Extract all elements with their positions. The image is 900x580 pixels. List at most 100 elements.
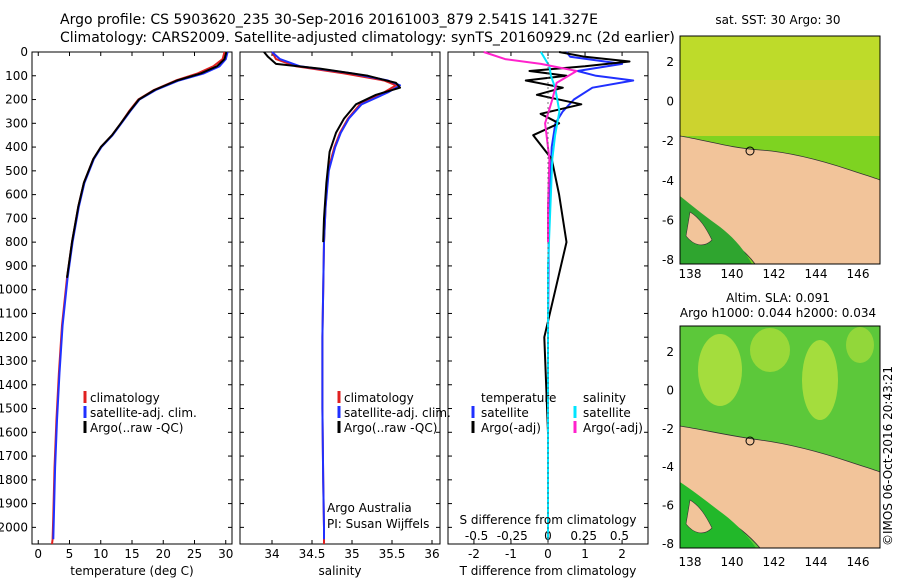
sla-map-frame [679, 325, 881, 549]
depth-tick-label: 1900 [0, 497, 28, 511]
map-y-tick-label: 0 [666, 383, 674, 397]
sla-map-title-2: Argo h1000: 0.044 h2000: 0.034 [680, 306, 876, 320]
x-axes: 0 5 10 15 20 25 30 34 34.5 35 35.5 36 -2 -1 0 1 2 -0.5 -0.… [34, 52, 629, 561]
argo-location-marker [745, 146, 755, 156]
map-x-tick-label: 146 [847, 267, 870, 281]
x-tick-label: 2 [618, 547, 626, 561]
depth-tick-label: 200 [5, 93, 28, 107]
x-tick-label: 1 [581, 547, 589, 561]
profile-line-temperature-satellite [547, 51, 635, 540]
profile-line-argo-raw-qc- [66, 51, 228, 278]
x-tick-label: 36 [424, 547, 439, 561]
sla-map-high-2 [750, 328, 790, 372]
depth-tick-label: 1600 [0, 425, 28, 439]
map-x-tick-label: 144 [805, 555, 828, 569]
map-y-tick-label: 0 [666, 95, 674, 109]
map-x-tick-label: 138 [679, 267, 702, 281]
profile-lines [51, 51, 635, 545]
s-diff-tick-label: -0.25 [497, 529, 528, 543]
temp-legend: climatology satellite-adj. clim. Argo(..… [83, 391, 197, 435]
s-diff-tick-label: 0.5 [610, 529, 629, 543]
depth-tick-label: 1000 [0, 283, 28, 297]
map-x-tick-label: 142 [763, 267, 786, 281]
legend-label: Argo(-adj) [583, 421, 643, 435]
sla-map-high-4 [846, 327, 874, 363]
map-y-tick-label: 2 [666, 345, 674, 359]
depth-tick-label: 0 [20, 45, 28, 59]
map-x-tick-label: 142 [763, 555, 786, 569]
map-y-tick-label: -8 [662, 253, 674, 267]
sla-map-high-1 [698, 334, 742, 406]
legend-label: Argo(..raw -QC) [90, 421, 183, 435]
profile-line-climatology [51, 51, 226, 545]
profile-line-salinity-argo-adj- [483, 51, 578, 243]
legend-label: Argo(..raw -QC) [344, 421, 437, 435]
depth-tick-label: 700 [5, 211, 28, 225]
map-y-tick-label: 2 [666, 55, 674, 69]
sst-map-island [685, 211, 713, 246]
sal-panel-frame [239, 51, 441, 545]
depth-tick-label: 1200 [0, 330, 28, 344]
depth-tick-label: 1800 [0, 473, 28, 487]
sal-legend: climatology satellite-adj. clim. Argo(..… [337, 391, 451, 435]
sla-map-title-1: Altim. SLA: 0.091 [726, 291, 830, 305]
depth-tick-label: 1700 [0, 449, 28, 463]
x-tick-label: 15 [124, 547, 139, 561]
depth-tick-label: 2000 [0, 520, 28, 534]
x-tick-label: 0 [544, 547, 552, 561]
sst-map-title: sat. SST: 30 Argo: 30 [715, 13, 840, 27]
map-y-tick-label: -2 [662, 134, 674, 148]
map-y-tick-label: -2 [662, 422, 674, 436]
profile-line-satellite-adj-clim- [271, 51, 401, 540]
x-tick-label: 20 [156, 547, 171, 561]
x-tick-label: -2 [468, 547, 480, 561]
depth-tick-label: 500 [5, 164, 28, 178]
legend-label: climatology [90, 391, 160, 405]
map-x-tick-label: 140 [721, 267, 744, 281]
sst-map-frame [679, 35, 881, 265]
map-x-tick-label: 138 [679, 555, 702, 569]
depth-axis: 0 100 200 300 400 500 600 700 800 900 1000 1100 1200… [0, 45, 648, 534]
map-x-tick-label: 146 [847, 555, 870, 569]
depth-tick-label: 100 [5, 69, 28, 83]
temp-panel-frame [31, 51, 233, 545]
temp-xlabel: temperature (deg C) [70, 564, 193, 578]
title-line-1: Argo profile: CS 5903620_235 30-Sep-2016… [60, 12, 598, 28]
argo-australia-note: Argo Australia [327, 501, 412, 515]
map-y-tick-label: -6 [662, 499, 674, 513]
depth-tick-label: 1300 [0, 354, 28, 368]
x-tick-label: 5 [66, 547, 74, 561]
x-tick-label: 35 [344, 547, 359, 561]
pi-note: PI: Susan Wijffels [327, 517, 429, 531]
x-tick-label: 25 [187, 547, 202, 561]
argo-location-marker [745, 436, 755, 446]
profile-line-temperature-argo-adj- [524, 51, 631, 540]
sst-map-warm-band [680, 36, 880, 136]
sla-map-island [685, 499, 713, 534]
profile-line-climatology [271, 51, 397, 544]
sst-map [679, 35, 881, 265]
title-line-2: Climatology: CARS2009. Satellite-adjuste… [60, 30, 675, 46]
x-tick-label: -1 [505, 547, 517, 561]
legend-label: satellite [583, 406, 631, 420]
depth-tick-label: 300 [5, 116, 28, 130]
s-diff-tick-label: -0.5 [465, 529, 488, 543]
map-y-tick-label: -4 [662, 174, 674, 188]
legend-label: satellite-adj. clim. [90, 406, 197, 420]
depth-tick-label: 1400 [0, 378, 28, 392]
map-y-tick-label: -6 [662, 213, 674, 227]
diff-legend: temperature salinity satellite satellite… [471, 391, 643, 435]
depth-tick-label: 800 [5, 235, 28, 249]
sla-map [679, 325, 881, 549]
depth-tick-label: 600 [5, 188, 28, 202]
map-x-tick-label: 144 [805, 267, 828, 281]
legend-label: satellite [481, 406, 529, 420]
s-diff-tick-label: 0.25 [570, 529, 597, 543]
sdiff-xlabel: S difference from climatology [460, 513, 637, 527]
legend-label: climatology [344, 391, 414, 405]
sst-map-southern-sea [680, 196, 752, 264]
diff-legend-header-temperature: temperature [481, 391, 556, 405]
legend-label: satellite-adj. clim. [344, 406, 451, 420]
